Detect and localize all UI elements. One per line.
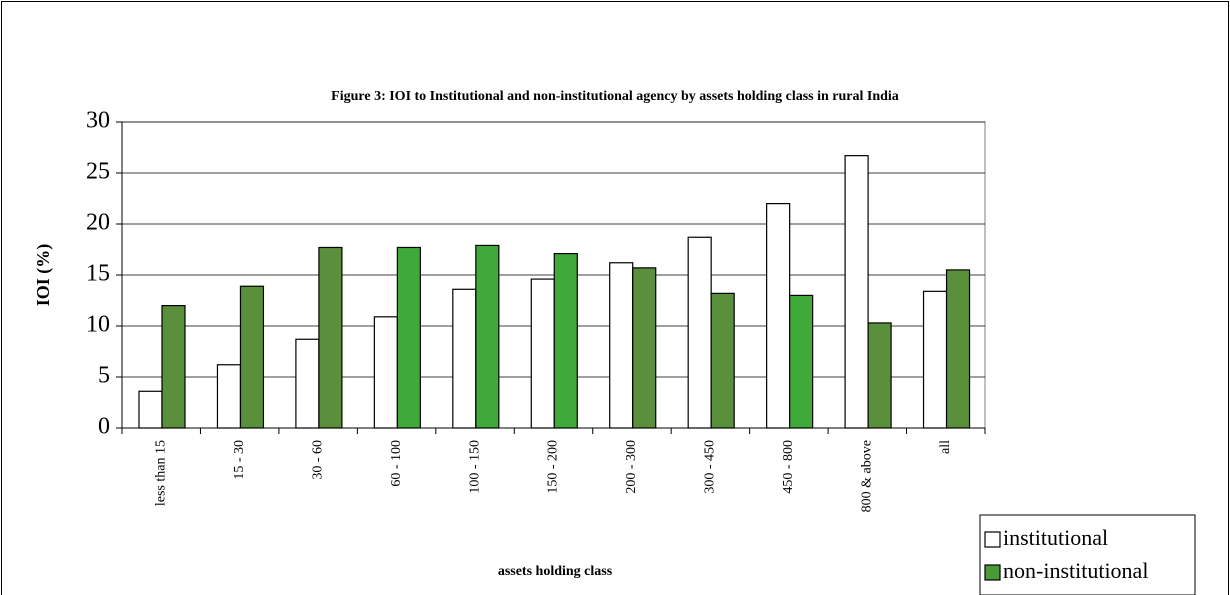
bar	[216, 364, 242, 429]
bar	[632, 267, 657, 429]
y-tick-label: 0	[98, 414, 110, 440]
bar	[945, 269, 971, 429]
x-tick-label: less than 15	[153, 440, 168, 506]
bar	[318, 246, 343, 429]
bar	[766, 203, 791, 429]
legend-label: institutional	[1003, 525, 1108, 550]
legend-swatch	[984, 531, 1001, 548]
y-tick-label: 10	[86, 312, 110, 338]
bar	[687, 236, 712, 429]
x-tick-label: 15 - 30	[232, 440, 247, 480]
x-tick-label: 150 - 200	[546, 440, 561, 494]
bar	[239, 285, 265, 429]
x-axis-label: assets holding class	[498, 564, 613, 579]
x-tick-label: 450 - 800	[781, 440, 796, 494]
x-tick-label: 800 & above	[860, 440, 875, 512]
bar	[844, 155, 869, 429]
y-tick-label: 25	[86, 159, 110, 185]
x-tick-label: 30 - 60	[310, 440, 325, 480]
bar	[710, 292, 735, 429]
bar	[922, 290, 948, 429]
y-tick-label: 30	[86, 108, 110, 134]
x-tick-label: 100 - 150	[467, 440, 482, 494]
x-tick-label: 200 - 300	[624, 440, 639, 494]
bar	[789, 294, 814, 429]
bar	[295, 338, 320, 429]
bar	[138, 390, 163, 429]
x-tick-label: 60 - 100	[389, 440, 404, 487]
legend-label: non-institutional	[1003, 558, 1148, 583]
bar	[867, 322, 892, 429]
bar	[553, 252, 578, 429]
bar	[373, 316, 398, 429]
bar	[475, 244, 500, 429]
bar	[396, 246, 421, 429]
y-tick-label: 15	[86, 261, 110, 287]
bar	[530, 278, 555, 429]
x-tick-label: all	[938, 440, 953, 454]
bar	[161, 305, 186, 429]
bar	[609, 262, 634, 429]
x-tick-label: 300 - 450	[703, 440, 718, 494]
y-axis-label: IOI (%)	[33, 244, 54, 307]
y-tick-label: 5	[98, 363, 110, 389]
bar	[452, 288, 477, 429]
chart-title: Figure 3: IOI to Institutional and non-i…	[331, 89, 899, 104]
legend-box	[979, 514, 1196, 595]
y-tick-label: 20	[86, 210, 110, 236]
legend-swatch	[984, 564, 1001, 581]
